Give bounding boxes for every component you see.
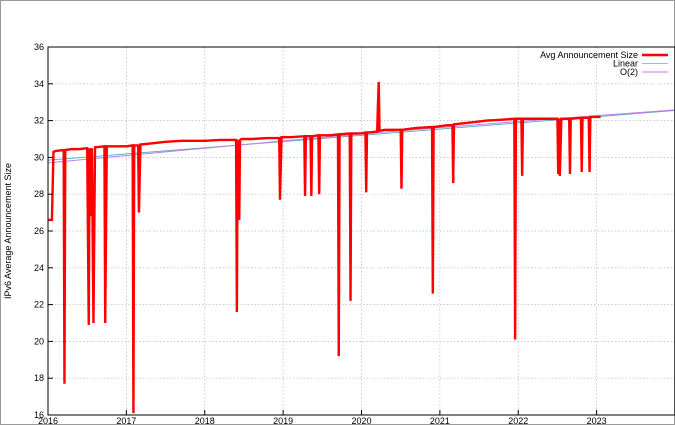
y-tick-label: 16 xyxy=(34,410,44,420)
legend-label: O(2) xyxy=(620,67,638,77)
legend-label: Linear xyxy=(613,59,638,69)
y-tick-label: 26 xyxy=(34,226,44,236)
y-tick-label: 22 xyxy=(34,300,44,310)
y-tick-label: 28 xyxy=(34,189,44,199)
grid-lines xyxy=(48,47,675,415)
y-tick-label: 32 xyxy=(34,116,44,126)
legend-label: Avg Announcement Size xyxy=(540,50,638,60)
x-tick-label: 2016 xyxy=(38,416,58,425)
y-tick-label: 20 xyxy=(34,336,44,346)
y-tick-label: 18 xyxy=(34,373,44,383)
y-tick-label: 30 xyxy=(34,152,44,162)
x-tick-label: 2018 xyxy=(195,416,215,425)
y-tick-label: 24 xyxy=(34,263,44,273)
x-tick-label: 2017 xyxy=(116,416,136,425)
x-tick-label: 2023 xyxy=(587,416,607,425)
x-tick-label: 2020 xyxy=(351,416,371,425)
x-tick-label: 2019 xyxy=(273,416,293,425)
series-group xyxy=(47,81,675,414)
x-tick-label: 2021 xyxy=(430,416,450,425)
y-tick-label: 36 xyxy=(34,42,44,52)
y-tick-label: 34 xyxy=(34,79,44,89)
series-line-avg-announcement-size xyxy=(48,81,601,414)
x-tick-label: 2022 xyxy=(508,416,528,425)
y-axis-label: IPv6 Average Announcement Size xyxy=(3,163,13,299)
